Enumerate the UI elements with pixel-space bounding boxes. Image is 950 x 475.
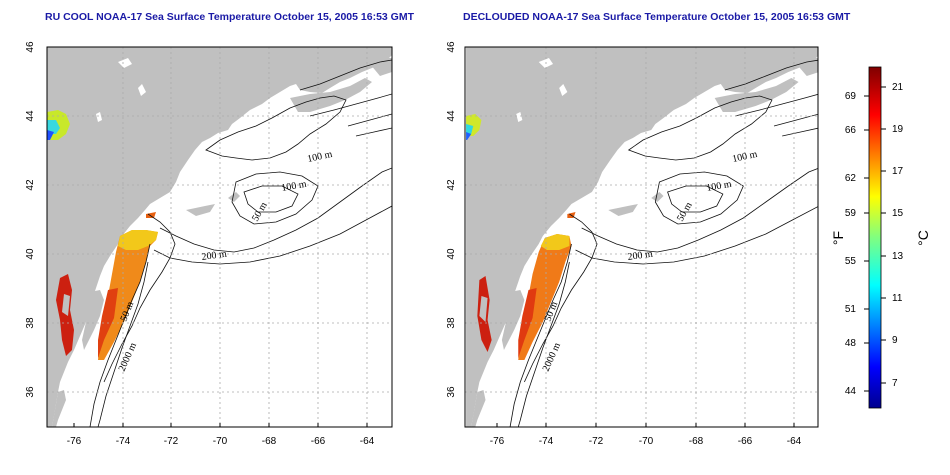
celsius-tick: 11 — [892, 293, 903, 304]
celsius-tick: 7 — [892, 378, 898, 389]
lon-tick-label: -70 — [213, 436, 228, 447]
colorbar-gradient — [868, 66, 882, 409]
left-contour-label: 100 m — [281, 179, 308, 194]
celsius-tick: 13 — [892, 251, 904, 262]
lat-tick-label: 46 — [25, 41, 36, 53]
right-map-title: DECLOUDED NOAA-17 Sea Surface Temperatur… — [463, 11, 851, 23]
left-graticule — [47, 47, 392, 427]
left-lat-axis: 46 44 42 40 38 36 — [25, 41, 36, 398]
celsius-tick: 21 — [892, 82, 904, 93]
fahrenheit-tick: 59 — [845, 208, 857, 219]
right-map: 100 m 100 m 50 m 200 m 50 m 2000 m — [464, 46, 819, 428]
lon-tick-label: -64 — [787, 436, 802, 447]
left-lon-axis: -76 -74 -72 -70 -68 -66 -64 — [67, 423, 375, 447]
fahrenheit-tick: 66 — [845, 125, 857, 136]
fahrenheit-tick: 62 — [845, 173, 857, 184]
colorbar: 69 66 62 59 55 51 48 44 21 19 17 15 13 1… — [830, 66, 931, 409]
lon-tick-label: -74 — [116, 436, 131, 447]
lat-tick-label: 38 — [446, 317, 457, 329]
right-lat-axis: 46 44 42 40 38 36 — [446, 41, 457, 398]
lat-tick-label: 44 — [446, 110, 457, 122]
fahrenheit-tick: 48 — [845, 338, 857, 349]
lon-tick-label: -64 — [360, 436, 375, 447]
fahrenheit-unit-label: °F — [830, 231, 846, 245]
lon-tick-label: -76 — [490, 436, 505, 447]
lat-tick-label: 46 — [446, 41, 457, 53]
lat-tick-label: 40 — [446, 248, 457, 260]
right-contour-label: 200 m — [627, 249, 654, 263]
celsius-unit-label: °C — [915, 230, 931, 246]
left-map-title: RU COOL NOAA-17 Sea Surface Temperature … — [45, 11, 414, 23]
lat-tick-label: 42 — [446, 179, 457, 191]
lon-tick-label: -74 — [539, 436, 554, 447]
lon-tick-label: -66 — [311, 436, 326, 447]
lat-tick-label: 40 — [25, 248, 36, 260]
lon-tick-label: -66 — [738, 436, 753, 447]
lon-tick-label: -68 — [689, 436, 704, 447]
left-map: 100 m 100 m 50 m 200 m 50 m 2000 m — [46, 46, 393, 428]
lat-tick-label: 44 — [25, 110, 36, 122]
celsius-tick: 15 — [892, 208, 904, 219]
celsius-tick: 19 — [892, 124, 904, 135]
fahrenheit-tick: 69 — [845, 91, 857, 102]
left-contour-label: 200 m — [201, 249, 228, 263]
right-contour-label: 100 m — [731, 149, 758, 165]
lon-tick-label: -76 — [67, 436, 82, 447]
right-contour-label: 100 m — [706, 179, 733, 194]
lat-tick-label: 38 — [25, 317, 36, 329]
celsius-tick: 17 — [892, 166, 904, 177]
celsius-tick: 9 — [892, 335, 898, 346]
lon-tick-label: -72 — [589, 436, 604, 447]
lat-tick-label: 42 — [25, 179, 36, 191]
lat-tick-label: 36 — [446, 386, 457, 398]
lat-tick-label: 36 — [25, 386, 36, 398]
right-lon-axis: -76 -74 -72 -70 -68 -66 -64 — [490, 423, 802, 447]
lon-tick-label: -68 — [262, 436, 277, 447]
lon-tick-label: -72 — [164, 436, 179, 447]
lon-tick-label: -70 — [639, 436, 654, 447]
right-map-frame — [464, 46, 819, 428]
right-graticule — [465, 47, 818, 427]
fahrenheit-tick: 44 — [845, 386, 857, 397]
fahrenheit-tick: 55 — [845, 256, 857, 267]
fahrenheit-tick: 51 — [845, 304, 857, 315]
left-contour-label: 100 m — [306, 149, 333, 165]
